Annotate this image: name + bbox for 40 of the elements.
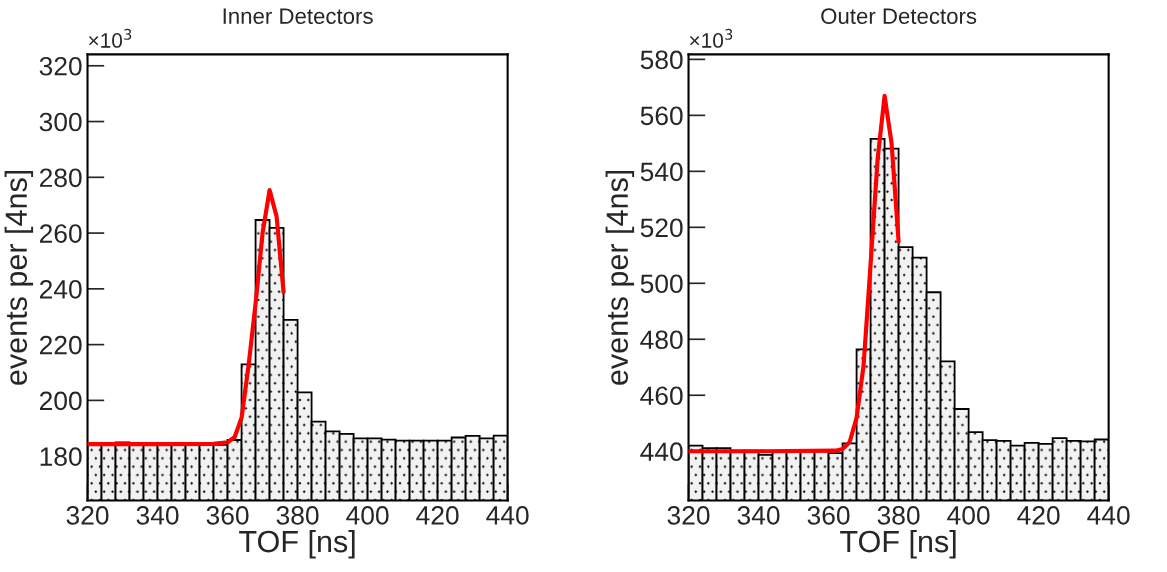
x-tick-label: 380 [276,506,319,525]
x-tick-label: 420 [416,506,459,525]
y-tick-label: 520 [640,218,683,238]
y-tick-label: 480 [640,330,683,350]
y-axis-title: events per [4ns] [4,170,34,385]
y-tick-label: 460 [640,386,683,406]
x-tick-label: 340 [737,506,780,525]
y-tick-label: 280 [39,168,82,188]
x-tick-label: 340 [136,506,179,525]
x-tick-label: 440 [1087,506,1130,525]
y-tick-label: 540 [640,162,683,182]
x-tick-label: 320 [66,506,109,525]
chart-title: Outer Detectors [821,8,977,24]
y-tick-label: 300 [39,112,82,132]
x-tick-label: 380 [877,506,920,525]
y-tick-label: 240 [39,279,82,299]
x-tick-label: 320 [667,506,710,525]
x-tick-label: 360 [807,506,850,525]
y-tick-label: 260 [39,224,82,243]
y-tick-label: 560 [640,106,683,126]
chart-title: Inner Detectors [223,8,373,24]
line-series [87,188,286,447]
x-tick-label: 400 [346,506,389,525]
x-axis-title: TOF [ns] [840,529,956,559]
y-tick-label: 440 [640,442,683,462]
x-axis-title: TOF [ns] [239,529,355,559]
x-tick-label: 400 [947,506,990,525]
line-series [688,93,901,454]
y-axis-title: events per [4ns] [605,170,635,385]
text: ×10$^{3}$ [689,28,733,48]
y-tick-label: 500 [640,274,683,294]
text: ×10$^{3}$ [88,28,132,48]
x-tick-label: 360 [206,506,249,525]
y-tick-label: 200 [39,391,82,411]
y-tick-label: 580 [640,50,683,70]
y-tick-label: 220 [39,335,82,355]
x-tick-label: 440 [486,506,529,525]
y-tick-label: 180 [40,447,82,466]
x-tick-label: 420 [1017,506,1060,525]
y-tick-label: 320 [39,56,82,76]
